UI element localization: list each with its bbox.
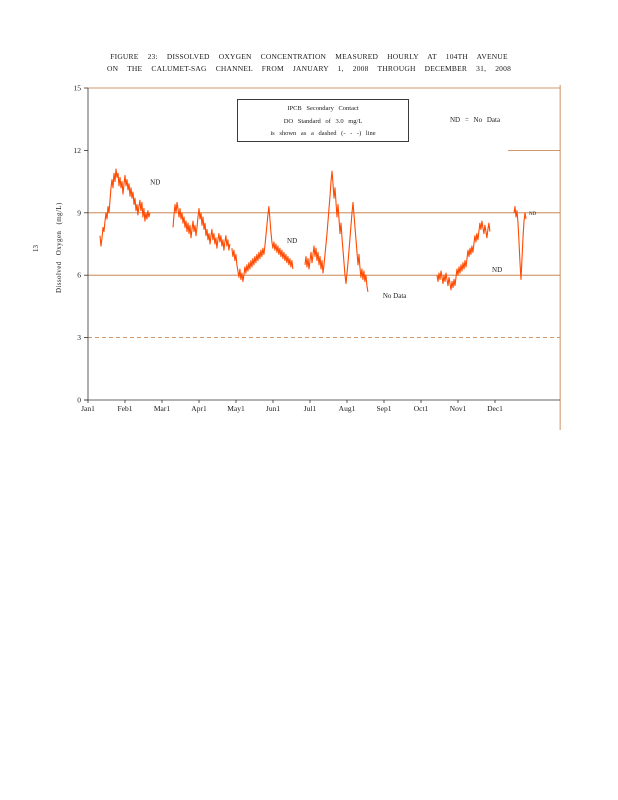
no-data-annotation: ND xyxy=(287,237,297,245)
no-data-annotation: ND xyxy=(529,212,537,217)
x-tick-label: Feb1 xyxy=(118,404,133,413)
y-tick-label: 6 xyxy=(77,271,81,280)
y-axis-label: Dissolved Oxygen (mg/L) xyxy=(55,202,63,293)
figure-title: FIGURE 23: DISSOLVED OXYGEN CONCENTRATIO… xyxy=(0,51,618,75)
no-data-annotation: ND xyxy=(150,179,160,187)
x-tick-label: Jun1 xyxy=(266,404,280,413)
x-tick-label: Mar1 xyxy=(154,404,170,413)
x-tick-label: Dec1 xyxy=(487,404,503,413)
y-tick-label: 3 xyxy=(77,333,81,342)
legend-line-1: IPCB Secondary Contact xyxy=(287,105,359,112)
y-tick-labels: 0 3 6 9 12 15 xyxy=(74,84,88,405)
y-tick-label: 9 xyxy=(77,208,81,217)
axes xyxy=(84,88,561,401)
x-tick-label: Jan1 xyxy=(81,404,95,413)
do-series-segment xyxy=(513,206,527,280)
legend-line-3: is shown as a dashed (- - -) line xyxy=(270,130,376,137)
x-tick-label: Aug1 xyxy=(339,404,356,413)
do-chart: 0 3 6 9 12 15 Jan1 Feb1 Mar1 Apr1 May1 Jun1 Jul1 Aug1… xyxy=(32,84,561,430)
do-series-segment xyxy=(436,220,491,291)
standard-legend-box: IPCB Secondary Contact DO Standard of 3.… xyxy=(237,99,409,142)
gridlines xyxy=(88,85,561,430)
x-tick-label: Jul1 xyxy=(304,404,317,413)
margin-page-number: 13 xyxy=(32,245,40,252)
do-series-segment xyxy=(231,206,294,282)
do-time-series-plot: 0 3 6 9 12 15 Jan1 Feb1 Mar1 Apr1 May1 Jun1 Jul1 Aug1… xyxy=(74,84,561,430)
do-series xyxy=(99,168,527,292)
x-tick-label: Oct1 xyxy=(414,404,429,413)
x-tick-label: Nov1 xyxy=(450,404,467,413)
x-tick-labels: Jan1 Feb1 Mar1 Apr1 May1 Jun1 Jul1 Aug1 Sep1 Oct1… xyxy=(81,400,503,413)
x-tick-label: Sep1 xyxy=(377,404,392,413)
y-tick-label: 15 xyxy=(74,84,82,93)
do-series-segment xyxy=(172,201,231,251)
do-series-segment xyxy=(304,170,369,292)
y-tick-label: 0 xyxy=(77,396,81,405)
figure-title-line1: FIGURE 23: DISSOLVED OXYGEN CONCENTRATIO… xyxy=(110,52,508,61)
no-data-annotation: ND xyxy=(492,266,502,274)
y-tick-label: 12 xyxy=(74,146,82,155)
x-tick-label: May1 xyxy=(227,404,245,413)
x-tick-label: Apr1 xyxy=(191,404,207,413)
do-series-segment xyxy=(99,168,151,247)
no-data-annotation: No Data xyxy=(383,292,407,300)
annotations: ND ND No Data ND ND xyxy=(150,179,536,300)
legend-line-2: DO Standard of 3.0 mg/L xyxy=(283,117,363,125)
nd-legend-note: ND = No Data xyxy=(450,116,501,124)
figure-title-line2: ON THE CALUMET-SAG CHANNEL FROM JANUARY … xyxy=(106,64,512,73)
